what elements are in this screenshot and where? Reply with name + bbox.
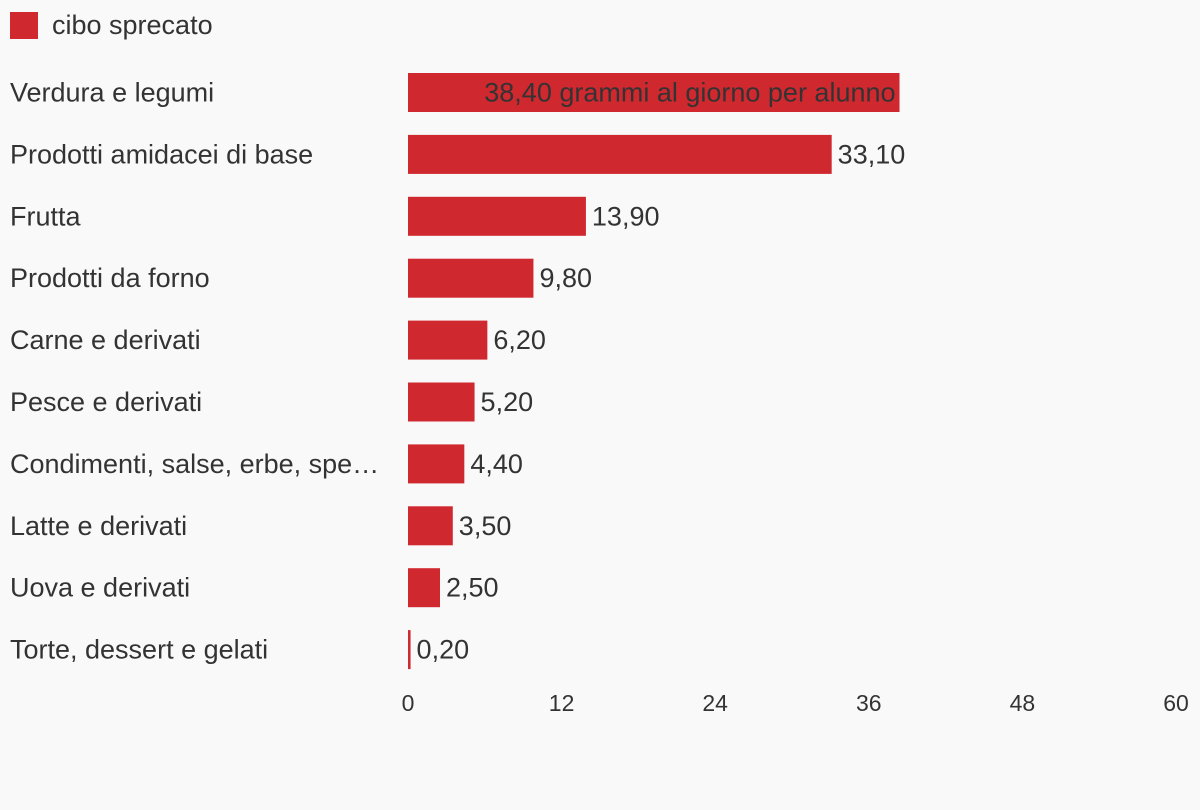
bar [408,73,900,112]
value-label: 6,20 [493,325,546,355]
value-label: 13,90 [592,201,660,231]
x-tick-label: 48 [1010,690,1036,716]
value-label: 0,20 [417,635,470,665]
value-label: 4,40 [470,449,523,479]
value-label: 38,40 grammi al giorno per alunno [484,78,895,108]
bar [408,382,475,422]
value-label: 33,10 [838,139,906,169]
value-label: 5,20 [481,387,534,417]
bar [408,196,586,236]
bar [408,444,465,484]
x-tick-label: 12 [549,690,575,716]
bar [408,506,453,546]
x-tick-label: 24 [702,690,728,716]
category-label: Pesce e derivati [10,387,202,417]
value-label: 3,50 [459,511,512,541]
category-label: Condimenti, salse, erbe, spe… [10,449,379,479]
value-label: 2,50 [446,573,499,603]
legend-label: cibo sprecato [52,9,213,40]
category-label: Frutta [10,201,82,231]
chart-legend: cibo sprecato [10,10,213,40]
bar [408,258,534,298]
category-label: Torte, dessert e gelati [10,635,268,665]
legend-swatch [10,11,38,39]
category-label: Carne e derivati [10,325,201,355]
category-label: Prodotti da forno [10,263,210,293]
x-tick-label: 60 [1163,690,1189,716]
category-label: Prodotti amidacei di base [10,139,313,169]
x-tick-label: 0 [402,690,415,716]
category-label: Uova e derivati [10,573,190,603]
category-label: Verdura e legumi [10,78,214,108]
bar [408,568,440,608]
category-label: Latte e derivati [10,511,187,541]
x-tick-label: 36 [856,690,882,716]
bar [408,134,832,174]
bar [408,320,488,360]
value-label: 9,80 [539,263,592,293]
bar [408,630,411,670]
